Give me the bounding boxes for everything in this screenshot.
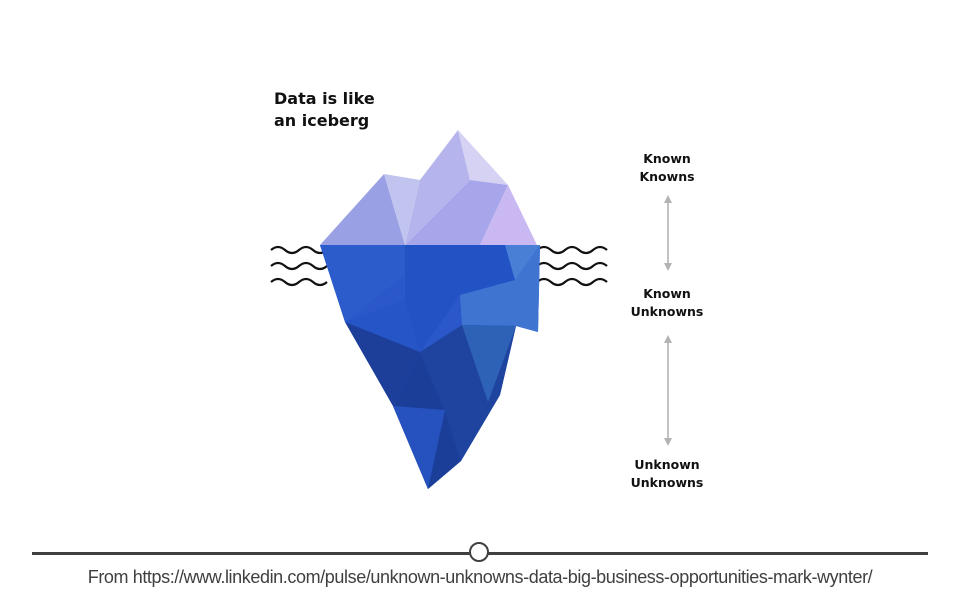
slide-progress-handle[interactable] bbox=[469, 542, 489, 562]
label-known-unknowns: Known Unknowns bbox=[607, 285, 727, 321]
arrow-head-down bbox=[664, 263, 672, 271]
facet bbox=[345, 322, 420, 406]
facet bbox=[384, 174, 420, 245]
arrow-head-up bbox=[664, 335, 672, 343]
arrows bbox=[664, 195, 672, 446]
facet bbox=[405, 130, 470, 245]
waves-left bbox=[270, 245, 328, 287]
diagram-title: Data is like an iceberg bbox=[274, 88, 375, 132]
label-known-knowns: Known Knowns bbox=[607, 150, 727, 186]
facet bbox=[462, 325, 516, 402]
label-line: Knowns bbox=[639, 169, 695, 184]
facet bbox=[320, 245, 405, 322]
label-line: Known bbox=[643, 286, 691, 301]
facet bbox=[460, 245, 540, 332]
facet bbox=[405, 180, 508, 245]
source-citation: From https://www.linkedin.com/pulse/unkn… bbox=[87, 567, 873, 587]
iceberg-below-water bbox=[320, 245, 540, 489]
label-line: Unknowns bbox=[630, 475, 704, 490]
facet bbox=[345, 300, 420, 352]
facet bbox=[393, 406, 445, 489]
arrow-head-down bbox=[664, 438, 672, 446]
wave-line bbox=[536, 277, 608, 287]
label-line: Known bbox=[643, 151, 691, 166]
facet bbox=[320, 174, 405, 245]
title-line-2: an iceberg bbox=[274, 111, 370, 130]
wave-line bbox=[536, 261, 608, 271]
waves-right bbox=[536, 245, 608, 287]
arrow-head-up bbox=[664, 195, 672, 203]
wave-line bbox=[270, 245, 328, 255]
wave-line bbox=[536, 245, 608, 255]
title-line-1: Data is like bbox=[274, 89, 375, 108]
facet bbox=[505, 245, 540, 280]
facet bbox=[480, 185, 537, 245]
wave-line bbox=[270, 261, 328, 271]
facet bbox=[458, 130, 508, 185]
iceberg-above-water bbox=[320, 130, 537, 245]
facet bbox=[405, 245, 515, 352]
label-unknown-unknowns: Unknown Unknowns bbox=[607, 456, 727, 492]
wave-line bbox=[270, 277, 328, 287]
label-line: Unknown bbox=[634, 457, 700, 472]
label-line: Unknowns bbox=[630, 304, 704, 319]
